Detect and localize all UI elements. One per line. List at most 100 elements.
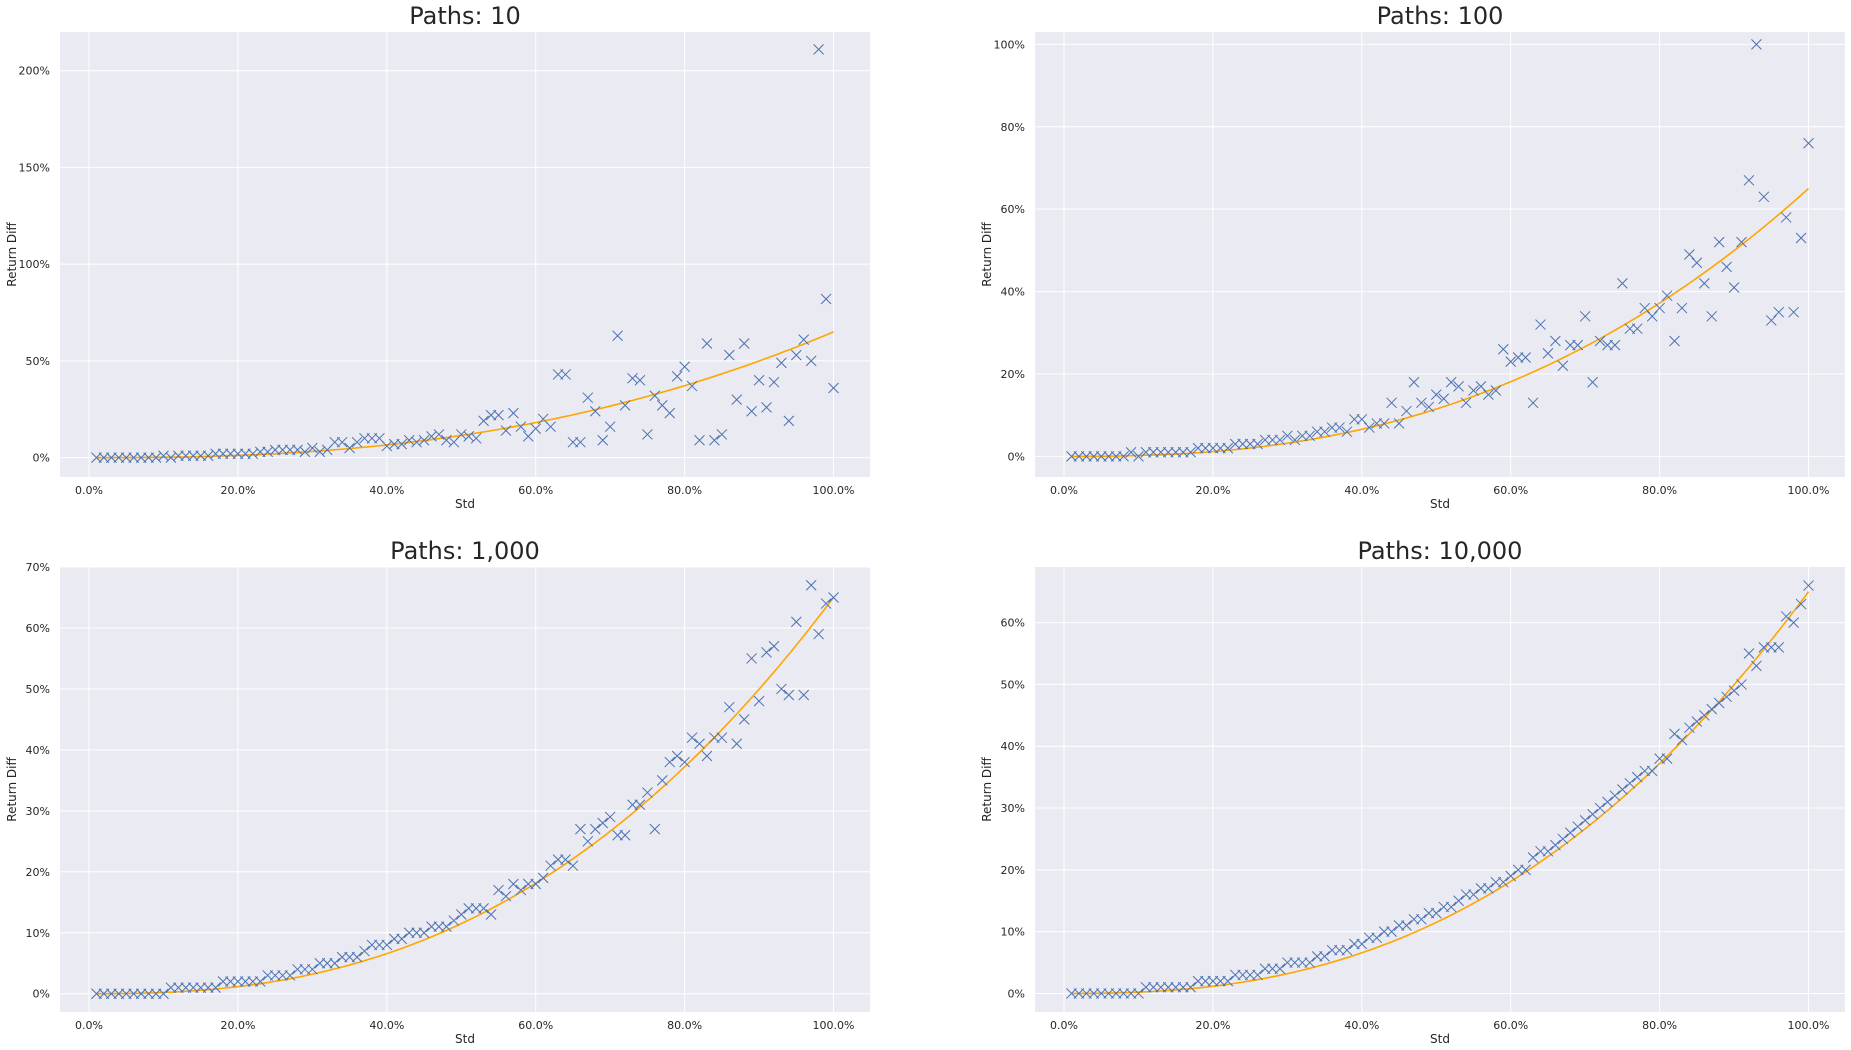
x-tick-label: 60.0% — [518, 484, 553, 497]
data-point — [374, 939, 385, 951]
data-point — [575, 823, 586, 835]
data-point — [1341, 944, 1353, 956]
data-point — [1438, 901, 1450, 913]
data-point — [783, 415, 795, 427]
data-point — [1334, 944, 1345, 956]
data-point — [1386, 397, 1397, 409]
data-point — [1282, 430, 1293, 442]
data-point — [217, 448, 229, 460]
data-point — [247, 448, 259, 460]
data-point — [1296, 957, 1308, 968]
data-point — [1244, 969, 1256, 981]
data-point — [277, 970, 288, 981]
data-point — [91, 452, 102, 464]
data-point — [776, 683, 787, 695]
data-point — [135, 452, 147, 464]
data-point — [1520, 864, 1531, 876]
data-point — [1215, 975, 1226, 987]
data-point — [1475, 883, 1487, 894]
data-point — [1639, 302, 1651, 314]
data-point — [448, 915, 460, 926]
data-point — [1423, 401, 1435, 413]
data-point — [1371, 418, 1383, 429]
data-point — [1572, 821, 1584, 832]
data-point — [307, 442, 318, 454]
data-point — [277, 444, 288, 456]
data-point — [1609, 339, 1621, 351]
data-point — [500, 425, 512, 436]
data-point — [240, 448, 251, 460]
data-point — [1765, 641, 1777, 653]
y-tick-label: 0% — [33, 452, 50, 465]
data-point — [470, 903, 482, 914]
data-point — [649, 390, 661, 402]
data-point — [1430, 389, 1442, 400]
x-tick-label: 60.0% — [518, 1019, 553, 1032]
data-point — [1602, 796, 1613, 808]
data-point — [1393, 418, 1405, 429]
data-point — [1378, 418, 1390, 429]
y-tick-label: 20% — [26, 866, 50, 879]
data-point — [426, 921, 437, 933]
data-point — [1207, 975, 1219, 987]
y-tick-label: 50% — [26, 355, 50, 368]
data-point — [314, 957, 326, 969]
x-tick-label: 60.0% — [1493, 1019, 1528, 1032]
y-tick-label: 200% — [19, 65, 50, 78]
data-point — [478, 415, 489, 427]
data-point — [113, 988, 125, 1000]
data-point — [1401, 405, 1412, 417]
data-point — [746, 653, 757, 664]
data-point — [455, 429, 467, 440]
x-tick-label: 80.0% — [667, 1019, 702, 1032]
data-point — [575, 436, 586, 448]
data-point — [1229, 969, 1241, 981]
data-point — [679, 756, 690, 768]
data-point — [627, 372, 638, 384]
data-point — [1229, 438, 1241, 450]
data-point — [1289, 957, 1301, 968]
data-point — [597, 817, 609, 829]
data-point — [351, 951, 363, 963]
x-tick-label: 20.0% — [1195, 484, 1230, 497]
data-point — [790, 349, 802, 361]
data-point — [1631, 323, 1643, 335]
data-point — [530, 878, 542, 890]
data-point — [1460, 889, 1472, 900]
data-point — [403, 927, 415, 939]
data-point — [106, 988, 117, 1000]
data-point — [1445, 376, 1457, 388]
data-point — [329, 436, 341, 448]
data-point — [1192, 975, 1204, 987]
data-point — [813, 628, 824, 640]
y-axis-label: Return Diff — [980, 757, 994, 822]
data-point — [381, 939, 393, 951]
data-point — [98, 988, 110, 1000]
data-point — [619, 400, 631, 411]
data-point — [187, 982, 199, 993]
y-tick-label: 10% — [1001, 926, 1025, 939]
data-point — [560, 854, 571, 865]
y-tick-label: 50% — [1001, 678, 1025, 691]
data-point — [664, 407, 676, 419]
data-point — [1713, 697, 1725, 709]
data-point — [98, 452, 110, 464]
data-point — [113, 452, 125, 464]
data-point — [552, 369, 564, 380]
data-point — [820, 598, 832, 609]
data-point — [1274, 963, 1286, 975]
x-tick-label: 0.0% — [1050, 484, 1078, 497]
data-point — [686, 732, 698, 744]
data-point — [344, 951, 355, 963]
data-point — [470, 432, 482, 444]
y-axis-label: Return Diff — [5, 222, 19, 287]
data-point — [217, 976, 229, 987]
data-point — [1691, 716, 1703, 727]
subplot-4: 0.0% 20.0% 40.0% 60.0% 80.0% 100.0% 0% 10% 20% 30… — [980, 537, 1845, 1046]
data-point — [1639, 765, 1651, 777]
y-tick-label: 40% — [26, 744, 50, 757]
data-point — [381, 440, 393, 452]
data-point — [366, 432, 378, 444]
data-point — [262, 446, 274, 458]
data-point — [441, 921, 452, 933]
